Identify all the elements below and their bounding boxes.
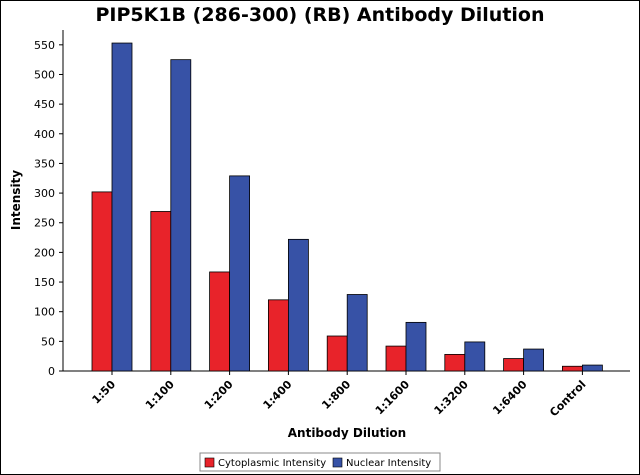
y-tick-label: 150 (34, 276, 55, 289)
bar-cytoplasmic (209, 271, 231, 372)
bar-cytoplasmic (562, 365, 583, 372)
x-tick-label: 1:50 (90, 378, 119, 407)
bar-cytoplasmic (267, 299, 289, 372)
bar-cytoplasmic (503, 358, 525, 372)
x-tick-label: 1:200 (202, 378, 236, 412)
y-tick-label: 550 (34, 39, 55, 52)
y-tick-label: 0 (48, 365, 55, 378)
legend-box (199, 452, 441, 472)
legend-swatch-cytoplasmic (204, 457, 215, 468)
bar-nuclear (464, 341, 486, 372)
y-tick-label: 300 (34, 187, 55, 200)
x-tick-label: 1:800 (319, 378, 353, 412)
bar-nuclear (170, 59, 192, 372)
y-tick-label: 400 (34, 128, 55, 141)
y-tick-label: 50 (41, 335, 55, 348)
bar-nuclear (523, 348, 544, 372)
y-tick-label: 500 (34, 68, 55, 81)
bar-cytoplasmic (91, 191, 113, 372)
chart-title: PIP5K1B (286-300) (RB) Antibody Dilution (95, 4, 544, 26)
bar-nuclear (111, 42, 133, 372)
y-tick-label: 200 (34, 246, 55, 259)
plot-area: 0 50 100 150 200 250 300 350 400 450 500 550 1:50 1:1… (34, 30, 630, 419)
bar-cytoplasmic (150, 211, 172, 372)
bar-nuclear (229, 175, 251, 372)
bar-cytoplasmic (326, 335, 348, 372)
x-tick-label: 1:400 (261, 378, 295, 412)
legend: Cytoplasmic Intensity Nuclear Intensity (199, 452, 441, 472)
legend-label-nuclear: Nuclear Intensity (346, 458, 431, 469)
y-tick-label: 100 (34, 306, 55, 319)
legend-swatch-nuclear (332, 457, 343, 468)
legend-label-cytoplasmic: Cytoplasmic Intensity (218, 458, 326, 469)
bar-nuclear (346, 294, 368, 372)
x-tick-label: 1:100 (143, 378, 177, 412)
bar-nuclear (287, 238, 309, 372)
x-axis-label: Antibody Dilution (288, 426, 406, 440)
y-axis-label: Intensity (9, 170, 23, 230)
x-tick-label: Control (547, 378, 588, 419)
y-tick-label: 450 (34, 98, 55, 111)
x-tick-label: 1:6400 (490, 378, 530, 418)
x-tick-label: 1:3200 (432, 378, 472, 418)
x-tick-label: 1:1600 (373, 378, 413, 418)
bar-nuclear (405, 321, 427, 372)
y-tick-label: 250 (34, 217, 55, 230)
bar-cytoplasmic (444, 353, 466, 372)
bar-cytoplasmic (385, 345, 407, 372)
y-tick-label: 350 (34, 157, 55, 170)
bar-nuclear (582, 364, 603, 372)
